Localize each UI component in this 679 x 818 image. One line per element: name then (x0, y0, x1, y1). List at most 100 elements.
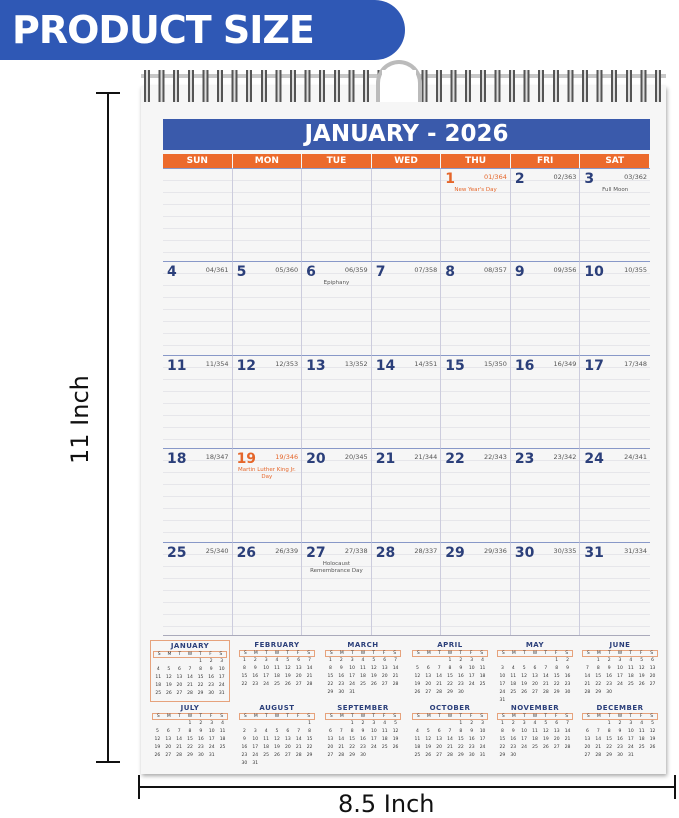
mini-day: 16 (252, 674, 259, 679)
mini-calendar-september: SEPTEMBER S M T W T F S 1 2 3 4 5 6 7 8 9 10 11 12 13 14 15 16 1… (323, 703, 403, 765)
product-size-banner: PRODUCT SIZE (0, 0, 405, 60)
mini-day: 20 (284, 745, 291, 750)
mini-day: 6 (437, 729, 441, 734)
mini-month-name: APRIL (437, 641, 463, 649)
mini-day: 9 (361, 729, 365, 734)
day-cell: 19 19/346 Martin Luther King Jr. Day (232, 448, 303, 542)
mini-day: 12 (154, 737, 161, 742)
mini-day: 30 (197, 753, 204, 758)
mini-calendar-march: MARCH S M T W T F S 1 2 3 4 5 6 7 8 9 10 11 12 13 14 15 16 17 18 1… (323, 640, 403, 702)
mini-day: 14 (392, 666, 399, 671)
mini-day: 15 (349, 737, 355, 742)
mini-day: 20 (553, 737, 560, 742)
mini-day: 9 (470, 729, 474, 734)
mini-weekday: F (554, 714, 558, 719)
mini-day: 3 (220, 659, 224, 664)
mini-day-empty (540, 658, 551, 663)
mini-day: 30 (606, 690, 612, 695)
mini-days: 1 2 3 4 5 6 7 8 9 10 11 12 13 14 15 16 17 18 19 20 21 22 23 24 2… (497, 721, 573, 758)
mini-day-empty (582, 721, 593, 726)
day-cell: 1 01/364 New Year's Day (441, 168, 511, 262)
mini-days: 1 2 3 4 5 6 7 8 9 10 11 12 13 14 15 16 17 18 19 20 21 22 23 24 2… (325, 658, 401, 695)
mini-day: 13 (425, 674, 432, 679)
mini-day: 23 (606, 682, 612, 687)
mini-day: 19 (414, 682, 421, 687)
day-cell: 6 06/359 Epiphany (302, 261, 372, 355)
day-cell: 26 26/339 (232, 541, 303, 635)
mini-calendar-october: OCTOBER S M T W T F S 1 2 3 4 5 6 7 8 9 10 11 12 13 14 15 16 17 1… (410, 703, 490, 765)
mini-weekday: S (393, 714, 397, 719)
mini-day: 11 (638, 729, 645, 734)
day-number: 18 (167, 451, 187, 468)
day-number: 15 (445, 357, 465, 374)
mini-day: 4 (221, 721, 224, 726)
mini-days: 1 2 3 4 5 6 7 8 9 10 11 12 13 14 15 16 17 18 19 20 21 22 23 24 2… (239, 721, 315, 766)
empty-day-cell (302, 168, 372, 262)
mini-day: 15 (499, 737, 506, 742)
mini-day: 16 (617, 737, 623, 742)
mini-day-empty (174, 721, 185, 726)
mini-day: 29 (499, 753, 506, 758)
mini-day: 18 (155, 683, 162, 688)
mini-day: 25 (274, 682, 280, 687)
mini-weekday: W (617, 714, 623, 719)
mini-day: 9 (566, 666, 569, 671)
mini-day: 12 (414, 674, 421, 679)
mini-day: 13 (584, 737, 591, 742)
mini-day: 18 (627, 674, 634, 679)
mini-day: 4 (629, 658, 633, 663)
mini-weekday: W (274, 714, 280, 719)
day-number: 22 (445, 451, 465, 468)
mini-weekday: T (265, 651, 268, 656)
width-tick-right (674, 775, 676, 799)
mini-month-name: MARCH (347, 641, 379, 649)
mini-day: 2 (459, 658, 463, 663)
mini-weekday: S (501, 714, 505, 719)
mini-day: 19 (284, 674, 291, 679)
day-number: 23 (514, 451, 535, 468)
mini-day: 26 (414, 690, 421, 695)
day-number: 3 (584, 171, 595, 187)
mini-day: 21 (176, 745, 182, 750)
mini-days: 1 2 3 4 5 6 7 8 9 10 11 12 13 14 15 16 17 18 19 20 21 22 23 24 2… (582, 721, 658, 758)
mini-day: 27 (295, 682, 302, 687)
mini-weekday: S (307, 714, 311, 719)
mini-day: 10 (627, 729, 634, 734)
mini-day: 22 (241, 682, 248, 687)
mini-day: 3 (350, 658, 354, 663)
mini-day: 7 (297, 729, 301, 734)
mini-day: 20 (381, 674, 388, 679)
mini-day: 6 (177, 667, 181, 672)
day-of-year: 18/347 (205, 453, 229, 462)
mini-days: 1 2 3 4 5 6 7 8 9 10 11 12 13 14 15 16 17 18 19 20 21 22 23 24 2… (325, 721, 401, 758)
mini-day: 5 (394, 721, 397, 726)
mini-weekday: S (650, 714, 654, 719)
day-cell: 20 20/345 (302, 448, 372, 542)
mini-day: 16 (564, 674, 571, 679)
mini-weekday: M (167, 652, 172, 657)
mini-day: 11 (627, 666, 634, 671)
mini-weekday: M (596, 651, 601, 656)
mini-day: 27 (165, 753, 172, 758)
mini-day: 14 (187, 675, 193, 680)
mini-weekday: S (480, 651, 484, 656)
mini-day: 7 (188, 667, 192, 672)
mini-day: 25 (479, 682, 486, 687)
mini-days: 1 2 3 4 5 6 7 8 9 10 11 12 13 14 15 16 17 18 19 20 21 22 23 24 2… (582, 658, 658, 695)
mini-day: 23 (208, 683, 214, 688)
mini-day: 4 (511, 666, 515, 671)
mini-day: 28 (306, 682, 313, 687)
day-of-year: 27/338 (344, 546, 368, 555)
day-number: 8 (445, 264, 456, 281)
mini-day: 1 (350, 721, 354, 726)
day-cell: 7 07/358 (371, 261, 442, 355)
mini-day: 9 (199, 729, 203, 734)
mini-weekday: T (608, 651, 611, 656)
mini-day: 31 (627, 753, 634, 758)
mini-day: 26 (274, 753, 280, 758)
mini-day: 14 (306, 666, 313, 671)
mini-day: 20 (532, 682, 538, 687)
mini-day: 29 (595, 690, 602, 695)
